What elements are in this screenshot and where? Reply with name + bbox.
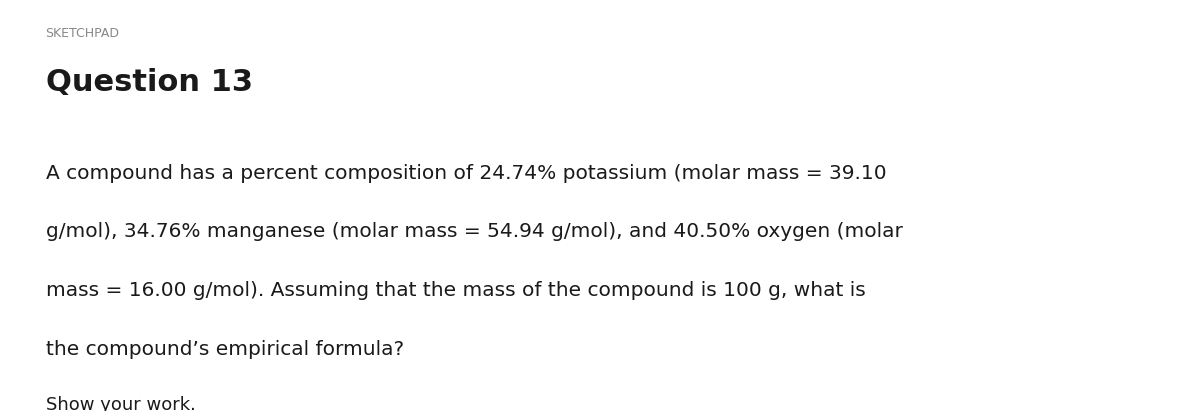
Text: A compound has a percent composition of 24.74% potassium (molar mass = 39.10: A compound has a percent composition of …: [46, 164, 887, 182]
Text: g/mol), 34.76% manganese (molar mass = 54.94 g/mol), and 40.50% oxygen (molar: g/mol), 34.76% manganese (molar mass = 5…: [46, 222, 902, 242]
Text: Show your work.: Show your work.: [46, 395, 196, 411]
Text: Question 13: Question 13: [46, 69, 253, 97]
Text: mass = 16.00 g/mol). Assuming that the mass of the compound is 100 g, what is: mass = 16.00 g/mol). Assuming that the m…: [46, 282, 865, 300]
Text: SKETCHPAD: SKETCHPAD: [46, 27, 120, 39]
Text: the compound’s empirical formula?: the compound’s empirical formula?: [46, 340, 403, 359]
